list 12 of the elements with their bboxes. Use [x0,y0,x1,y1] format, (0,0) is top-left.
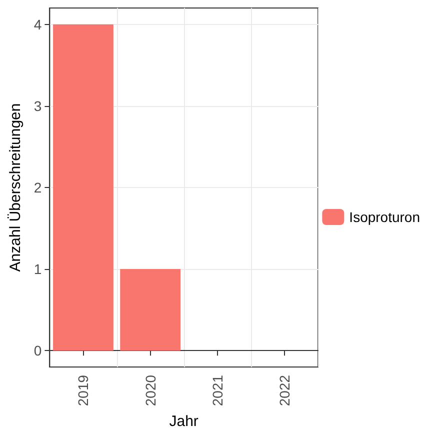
y-tick-label: 3 [34,98,42,114]
y-axis-title: Anzahl Überschreitungen [7,103,24,272]
y-tick-label: 2 [34,179,42,196]
x-tick-label: 2020 [142,374,158,406]
x-axis-title: Jahr [169,413,198,430]
x-tick-label: 2022 [276,374,292,406]
x-tick-label: 2021 [209,374,226,406]
y-tick-label: 4 [34,16,42,32]
y-tick-label: 0 [34,342,42,359]
x-tick-label: 2019 [75,374,92,406]
legend-label: Isoproturon [349,209,420,225]
y-tick-label: 1 [34,261,42,278]
